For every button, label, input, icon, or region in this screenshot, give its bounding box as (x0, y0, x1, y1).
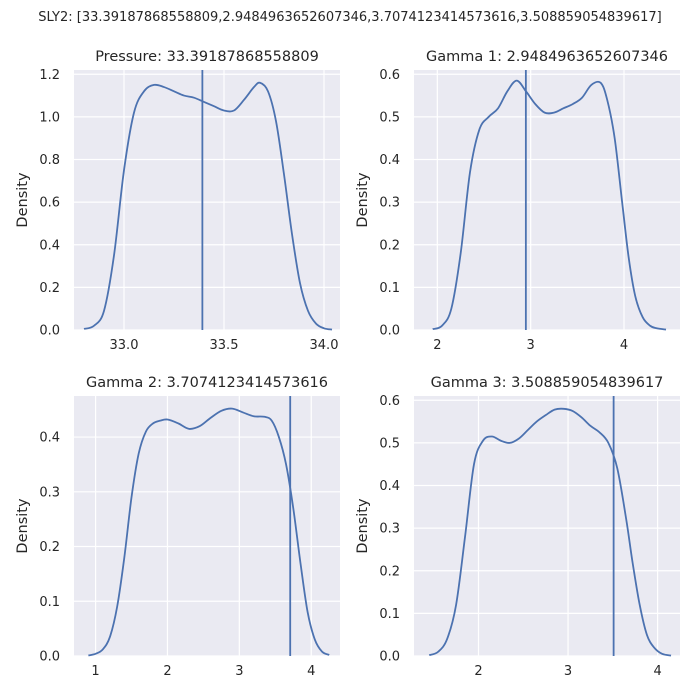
y-tick-label: 1.0 (39, 110, 60, 125)
subplot-4: 2 3 4 0.0 0.1 0.2 0.3 0.4 0.5 0.6 Gamma 3: 3.50885… (355, 375, 680, 679)
plot-area (414, 70, 680, 330)
plot-area (74, 396, 340, 656)
plot-area (74, 70, 340, 330)
subplot-title: Gamma 1: 2.9484963652607346 (426, 49, 668, 65)
y-tick-label: 0.3 (379, 522, 400, 537)
y-tick-label: 0.3 (39, 485, 60, 500)
y-tick-label: 0.2 (39, 540, 60, 555)
y-tick-label: 0.1 (379, 281, 400, 296)
y-tick-label: 0.1 (379, 607, 400, 622)
y-tick-label: 0.6 (39, 196, 60, 211)
y-tick-label: 0.2 (379, 564, 400, 579)
subplot-2: 2 3 4 0.0 0.1 0.2 0.3 0.4 0.5 0.6 Gamma 1: 2.94849… (355, 49, 680, 353)
x-tick-label: 33.0 (110, 338, 139, 353)
y-tick-label: 0.1 (39, 595, 60, 610)
y-axis-label: Density (15, 498, 31, 554)
y-tick-label: 0.4 (379, 153, 400, 168)
x-tick-label: 34.0 (310, 338, 339, 353)
x-tick-label: 3 (235, 664, 243, 679)
y-tick-label: 0.8 (39, 153, 60, 168)
y-tick-label: 0.2 (39, 281, 60, 296)
density-curve (83, 81, 333, 331)
y-axis-label: Density (355, 172, 371, 228)
y-tick-label: 0.4 (39, 238, 60, 253)
x-tick-label: 2 (433, 338, 441, 353)
x-tick-label: 3 (527, 338, 535, 353)
y-tick-label: 0.4 (39, 431, 60, 446)
y-tick-label: 0.3 (379, 196, 400, 211)
subplot-3: 1 2 3 4 0.0 0.1 0.2 0.3 0.4 Gamma 2: 3.7074123414… (15, 375, 340, 679)
subplot-title: Gamma 2: 3.7074123414573616 (86, 375, 328, 391)
y-tick-label: 0.4 (379, 479, 400, 494)
x-tick-label: 2 (163, 664, 171, 679)
y-tick-label: 0.2 (379, 238, 400, 253)
y-tick-label: 0.0 (39, 650, 60, 665)
y-axis-label: Density (15, 172, 31, 228)
y-tick-label: 0.0 (379, 650, 400, 665)
figure-title: SLY2: [33.39187868558809,2.9484963652607… (38, 10, 662, 25)
y-tick-label: 0.6 (379, 394, 400, 409)
x-tick-label: 4 (653, 664, 661, 679)
y-tick-label: 0.5 (379, 110, 400, 125)
x-tick-label: 33.5 (210, 338, 239, 353)
subplot-1: 33.0 33.5 34.0 0.0 0.2 0.4 0.6 0.8 1.0 1.2 Pressur… (15, 49, 340, 353)
y-tick-label: 0.0 (39, 324, 60, 339)
y-tick-label: 1.2 (39, 68, 60, 83)
subplot-title: Pressure: 33.39187868558809 (95, 49, 319, 65)
x-tick-label: 2 (474, 664, 482, 679)
y-tick-label: 0.5 (379, 436, 400, 451)
density-curve (428, 407, 672, 657)
x-tick-label: 4 (620, 338, 628, 353)
density-curve (88, 407, 330, 657)
x-tick-label: 3 (564, 664, 572, 679)
x-tick-label: 4 (307, 664, 315, 679)
x-tick-label: 1 (91, 664, 99, 679)
y-tick-label: 0.0 (379, 324, 400, 339)
subplot-title: Gamma 3: 3.508859054839617 (431, 375, 664, 391)
y-axis-label: Density (355, 498, 371, 554)
y-tick-label: 0.6 (379, 68, 400, 83)
density-curve (432, 79, 667, 331)
plot-area (414, 396, 680, 656)
